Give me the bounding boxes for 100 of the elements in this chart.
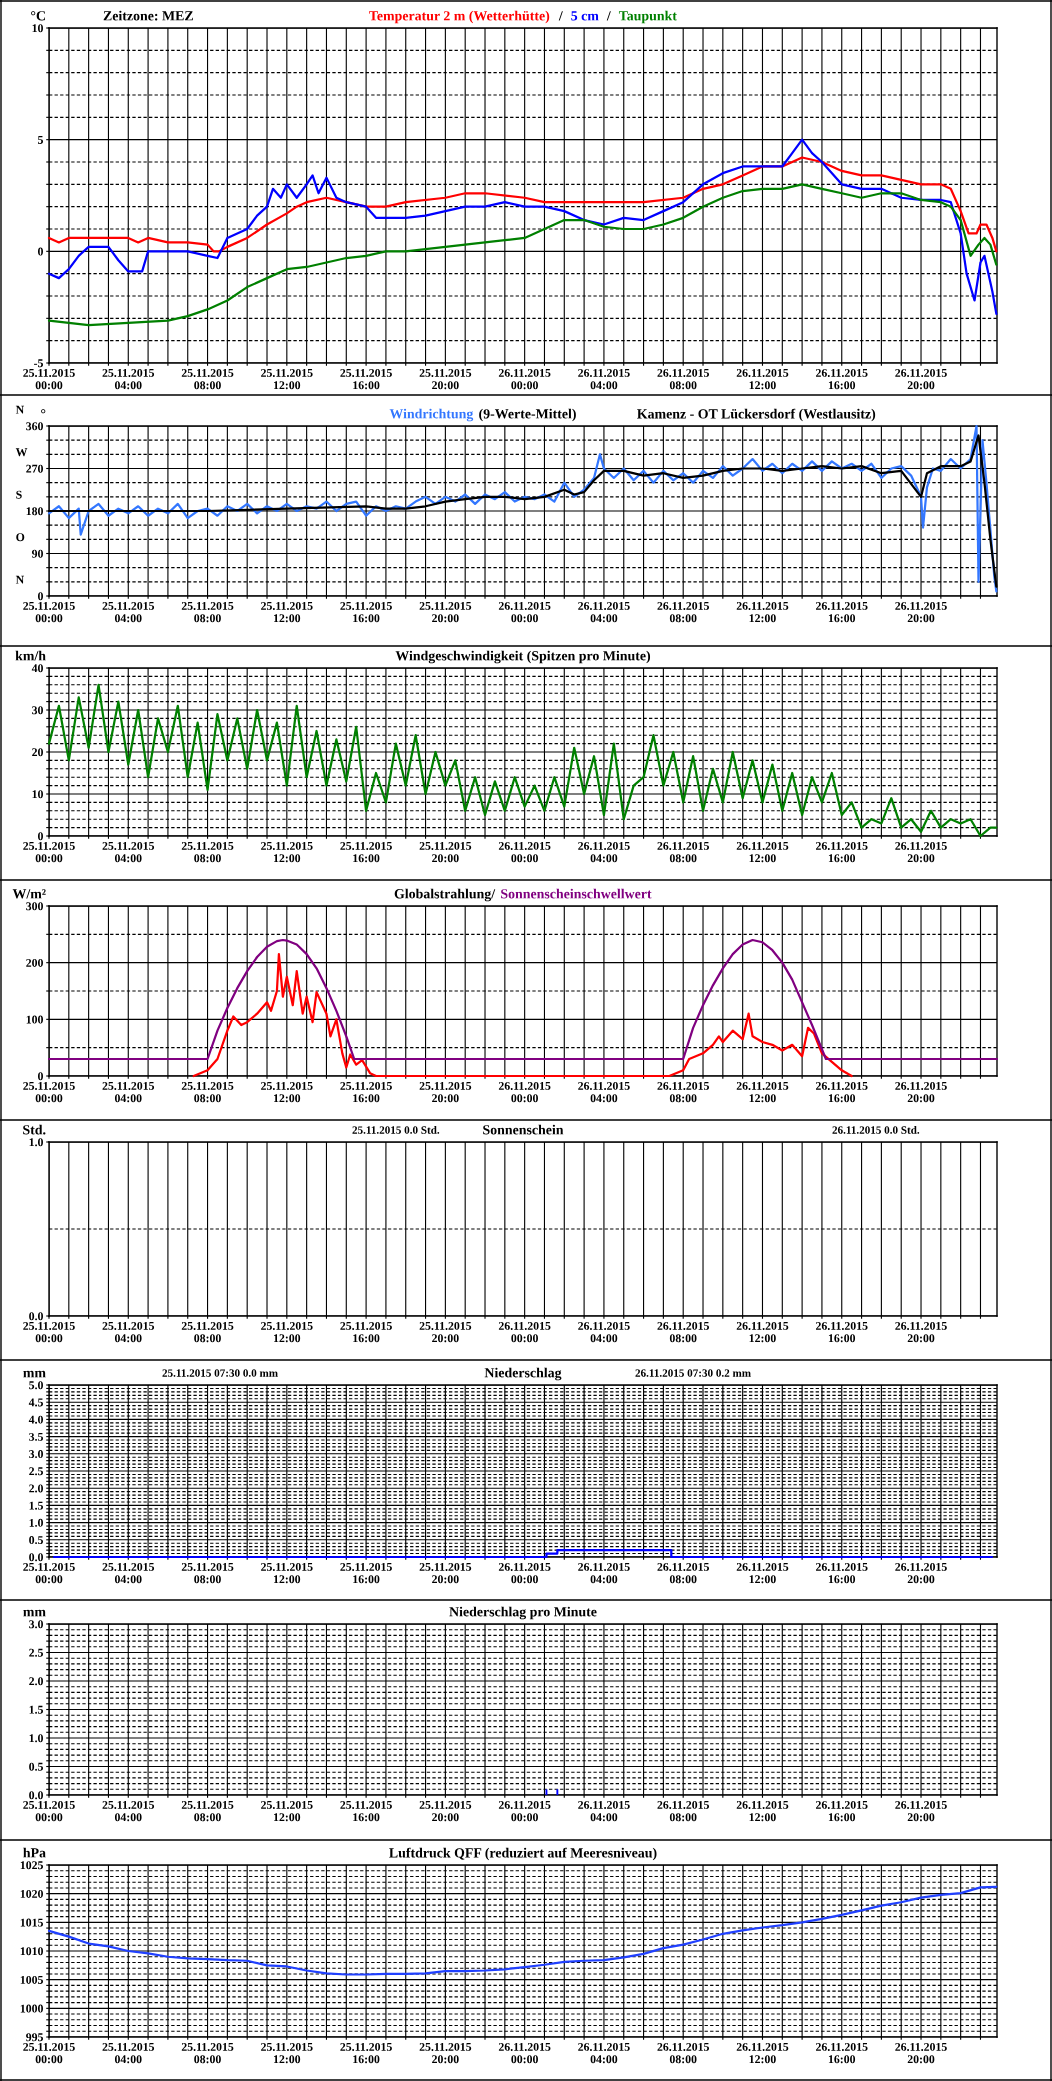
x-tick-label: 25.11.2015 20:00	[419, 1800, 472, 1822]
y-axis-title: km/h	[15, 650, 46, 661]
y-tick-label: 0	[37, 1072, 43, 1081]
line-series	[192, 953, 853, 1078]
x-tick-label: 26.11.2015 16:00	[816, 841, 868, 863]
y-axis-title: hPa	[23, 1847, 46, 1858]
x-tick-label: 25.11.2015 04:00	[102, 1800, 155, 1822]
x-tick-label: 26.11.2015 08:00	[657, 1321, 710, 1343]
y-tick-label: 10	[32, 790, 43, 799]
x-tick-label: 25.11.2015 08:00	[181, 1800, 234, 1822]
y-axis-title: °	[41, 409, 46, 414]
x-tick-label: 25.11.2015 16:00	[340, 601, 392, 623]
text: 26.11.2015 0.0 Std.	[832, 1125, 920, 1134]
x-tick-label: 26.11.2015 04:00	[578, 1321, 630, 1343]
y-tick-label: 180	[26, 507, 43, 516]
x-tick-label: 26.11.2015 20:00	[895, 1562, 947, 1584]
x-tick-label: 25.11.2015 04:00	[102, 1081, 155, 1103]
x-tick-label: 25.11.2015 16:00	[340, 1800, 392, 1822]
x-tick-label: 26.11.2015 20:00	[895, 2042, 947, 2064]
x-tick-label: 26.11.2015 08:00	[657, 1562, 710, 1584]
x-tick-label: 26.11.2015 04:00	[578, 601, 630, 623]
line-series	[47, 1885, 998, 1976]
y-tick-label: 0.5	[29, 1536, 44, 1545]
x-tick-label: 26.11.2015 04:00	[578, 841, 630, 863]
y-axis-title: W/m²	[12, 889, 46, 899]
x-tick-label: 25.11.2015 16:00	[340, 1081, 392, 1103]
x-tick-label: 25.11.2015 12:00	[261, 601, 313, 623]
text: N	[15, 405, 25, 414]
x-tick-label: 25.11.2015 04:00	[102, 841, 155, 863]
x-tick-label: 26.11.2015 16:00	[816, 601, 868, 623]
x-tick-label: 26.11.2015 08:00	[657, 1800, 710, 1822]
x-tick-label: 25.11.2015 08:00	[181, 2042, 234, 2064]
x-tick-label: 26.11.2015 04:00	[578, 1081, 630, 1103]
x-tick-label: 25.11.2015 16:00	[340, 368, 392, 390]
text: /	[558, 11, 563, 21]
y-tick-label: 20	[32, 748, 43, 757]
y-tick-label: 995	[26, 2033, 44, 2042]
y-tick-label: 40	[31, 664, 43, 673]
x-tick-label: 26.11.2015 12:00	[736, 1562, 789, 1584]
x-tick-label: 25.11.2015 00:00	[23, 1321, 75, 1343]
x-tick-label: 26.11.2015 16:00	[816, 1081, 868, 1103]
x-tick-label: 26.11.2015 00:00	[498, 841, 551, 863]
y-tick-label: 0.0	[29, 1553, 43, 1562]
x-tick-label: 26.11.2015 20:00	[895, 841, 947, 863]
y-tick-label: 3.0	[29, 1450, 43, 1459]
x-tick-label: 26.11.2015 12:00	[736, 2042, 789, 2064]
y-tick-label: 0.0	[29, 1791, 43, 1800]
line-series	[47, 156, 998, 253]
y-axis-title: mm	[23, 1370, 46, 1378]
x-tick-label: 25.11.2015 08:00	[181, 601, 234, 623]
line-series	[47, 938, 999, 1061]
y-tick-label: 4.5	[28, 1398, 44, 1407]
y-tick-label: 4.0	[28, 1415, 43, 1424]
x-tick-label: 26.11.2015 04:00	[578, 368, 630, 390]
x-tick-label: 25.11.2015 00:00	[23, 2042, 75, 2064]
text: /	[606, 11, 611, 21]
x-tick-label: 25.11.2015 00:00	[23, 1081, 75, 1103]
x-tick-label: 26.11.2015 12:00	[736, 1321, 789, 1343]
y-tick-label: 2.5	[29, 1467, 44, 1476]
y-tick-label: 1.5	[29, 1705, 44, 1714]
y-tick-label: 0	[37, 832, 43, 841]
x-tick-label: 25.11.2015 04:00	[102, 2042, 155, 2064]
x-tick-label: 26.11.2015 00:00	[498, 601, 551, 623]
chart-subtitle: Kamenz - OT Lückersdorf (Westlausitz)	[637, 408, 876, 422]
y-axis-title: Std.	[23, 1124, 46, 1135]
x-tick-label: 25.11.2015 12:00	[261, 1081, 313, 1103]
y-tick-label: 90	[31, 549, 43, 558]
line-series	[47, 183, 998, 327]
x-tick-label: 25.11.2015 00:00	[23, 601, 75, 623]
x-tick-label: 26.11.2015 16:00	[816, 2042, 868, 2064]
y-tick-label: 2.0	[29, 1677, 43, 1686]
chart-title: Sonnenschein	[483, 1124, 564, 1135]
text: 25.11.2015 07:30 0.0 mm	[162, 1369, 278, 1377]
text: 26.11.2015 07:30 0.2 mm	[635, 1369, 751, 1377]
x-tick-label: 26.11.2015 04:00	[578, 2042, 630, 2064]
x-tick-label: 26.11.2015 20:00	[895, 1081, 947, 1103]
x-tick-label: 26.11.2015 00:00	[498, 1562, 551, 1584]
y-tick-label: 270	[26, 464, 43, 473]
x-tick-label: 26.11.2015 08:00	[657, 368, 710, 390]
x-tick-label: 25.11.2015 00:00	[23, 841, 75, 863]
y-tick-label: 1025	[20, 1861, 44, 1870]
y-tick-label: 0	[37, 592, 43, 601]
x-tick-label: 25.11.2015 16:00	[340, 1321, 392, 1343]
x-tick-label: 26.11.2015 20:00	[895, 601, 947, 623]
x-tick-label: 25.11.2015 04:00	[102, 368, 155, 390]
y-tick-label: 1.5	[29, 1501, 44, 1510]
y-tick-label: -5	[34, 359, 44, 368]
x-tick-label: 25.11.2015 20:00	[419, 2042, 472, 2064]
x-tick-label: 26.11.2015 08:00	[657, 841, 710, 863]
y-tick-label: 5.0	[29, 1381, 43, 1390]
y-tick-label: 1.0	[29, 1518, 43, 1527]
x-tick-label: 25.11.2015 12:00	[261, 1321, 313, 1343]
x-tick-label: 26.11.2015 20:00	[895, 1321, 947, 1343]
x-tick-label: 26.11.2015 04:00	[578, 1562, 630, 1584]
x-tick-label: 25.11.2015 20:00	[419, 841, 472, 863]
y-axis-title: mm	[23, 1609, 46, 1617]
x-tick-label: 25.11.2015 20:00	[419, 1562, 472, 1584]
y-tick-label: 2.0	[29, 1484, 43, 1493]
x-tick-label: 25.11.2015 12:00	[261, 1800, 313, 1822]
x-tick-label: 25.11.2015 08:00	[181, 841, 234, 863]
